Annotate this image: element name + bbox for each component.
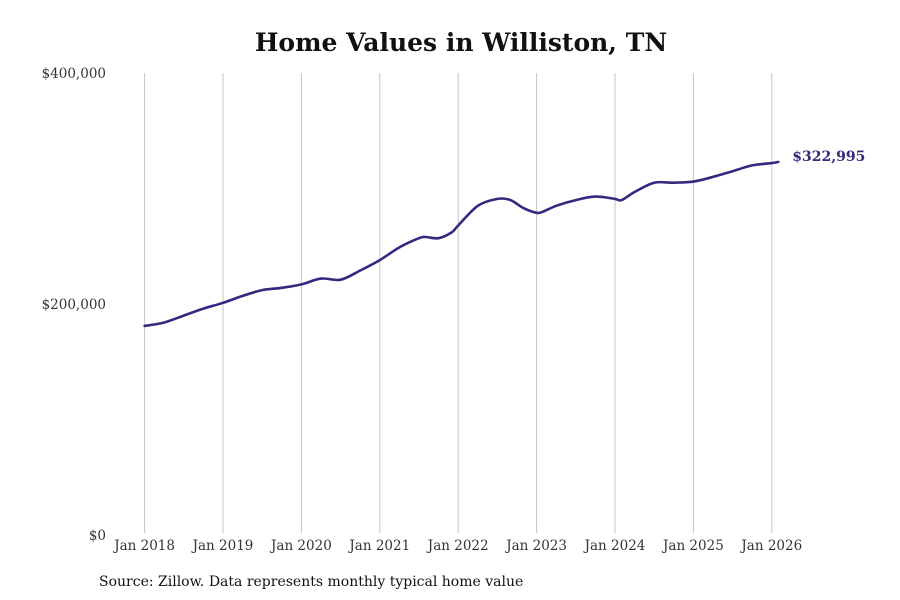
x-tick-label: Jan 2023 [504, 538, 567, 554]
x-tick-label: Jan 2026 [739, 538, 802, 554]
source-note: Source: Zillow. Data represents monthly … [99, 574, 524, 590]
series-line [143, 160, 780, 328]
y-tick-label: $400,000 [42, 66, 106, 82]
end-value-label: $322,995 [792, 149, 865, 165]
x-tick-label: Jan 2018 [112, 538, 175, 554]
y-tick-label: $0 [89, 528, 106, 544]
x-tick-label: Jan 2019 [191, 538, 254, 554]
x-tick-label: Jan 2025 [661, 538, 724, 554]
y-tick-label: $200,000 [42, 297, 106, 313]
x-tick-label: Jan 2024 [583, 538, 646, 554]
x-tick-label: Jan 2020 [269, 538, 332, 554]
x-tick-label: Jan 2021 [347, 538, 410, 554]
chart-title: Home Values in Williston, TN [254, 28, 668, 57]
x-tick-label: Jan 2022 [426, 538, 489, 554]
